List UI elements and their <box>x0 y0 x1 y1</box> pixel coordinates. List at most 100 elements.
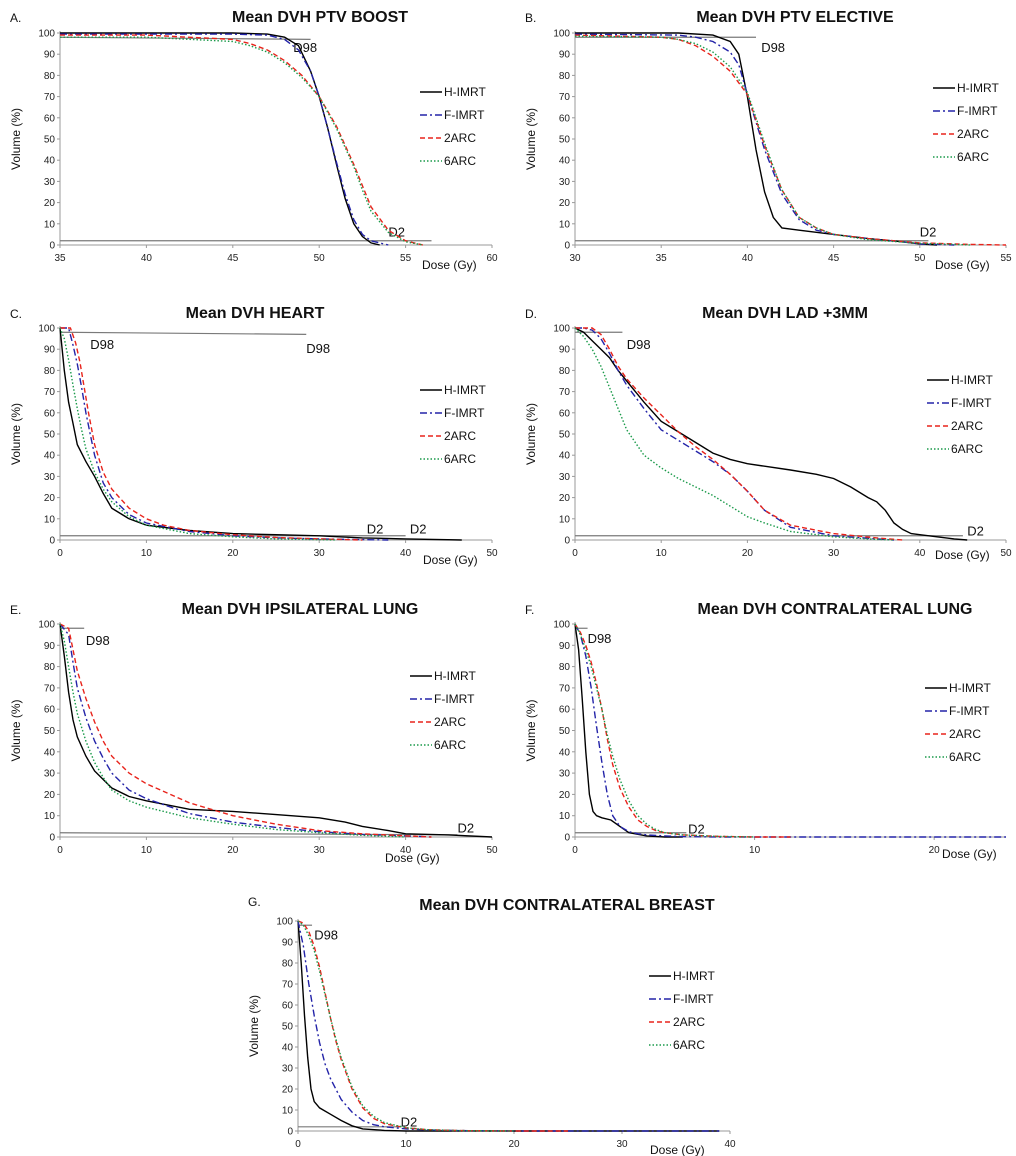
y-tick-label: 100 <box>553 620 570 631</box>
legend-label-2arc: 2ARC <box>673 1015 705 1029</box>
x-tick-label: 30 <box>314 548 326 559</box>
y-tick-label: 0 <box>49 241 55 252</box>
chart-panel-f: F. Mean DVH CONTRALATERAL LUNG 0 10 20 30 40 50… <box>524 601 1006 861</box>
y-tick-label: 70 <box>44 92 56 103</box>
legend-label-f-imrt: F-IMRT <box>673 992 714 1006</box>
x-tick-label: 50 <box>486 548 498 559</box>
chart-title: Mean DVH IPSILATERAL LUNG <box>182 601 419 618</box>
series-line-6arc <box>574 35 972 246</box>
panel-label: B. <box>525 11 536 25</box>
series-line-6arc <box>59 623 406 838</box>
legend-label-f-imrt: F-IMRT <box>949 704 990 718</box>
dvh-panels: A. Mean DVH PTV BOOST 0 10 20 30 40 50 60 70 80 90 1… <box>9 9 1012 1156</box>
series-line-2arc <box>574 623 791 838</box>
y-tick-label: 0 <box>564 536 570 547</box>
x-tick-label: 55 <box>400 253 412 264</box>
legend-label-h-imrt: H-IMRT <box>444 383 486 397</box>
legend-label-f-imrt: F-IMRT <box>444 108 485 122</box>
x-tick-label: 40 <box>724 1139 736 1150</box>
chart-title: Mean DVH CONTRALATERAL LUNG <box>698 601 973 618</box>
annotation-d98: D98 <box>293 40 317 55</box>
y-tick-label: 80 <box>282 959 294 970</box>
panel-label: E. <box>10 603 21 617</box>
legend-label-2arc: 2ARC <box>444 429 476 443</box>
legend-label-h-imrt: H-IMRT <box>673 969 715 983</box>
x-tick-label: 10 <box>656 548 668 559</box>
y-tick-label: 20 <box>282 1085 294 1096</box>
legend-label-f-imrt: F-IMRT <box>434 692 475 706</box>
legend-label-h-imrt: H-IMRT <box>949 681 991 695</box>
y-tick-label: 70 <box>282 980 294 991</box>
x-tick-label: 10 <box>141 845 153 856</box>
y-tick-label: 50 <box>44 430 56 441</box>
series-line-2arc <box>297 920 568 1132</box>
y-tick-label: 80 <box>559 71 571 82</box>
y-tick-label: 100 <box>38 324 55 335</box>
series-line-h-imrt <box>60 32 380 246</box>
legend-label-2arc: 2ARC <box>949 727 981 741</box>
y-axis-title: Volume (%) <box>9 699 23 761</box>
series-line-2arc <box>574 34 1007 246</box>
y-tick-label: 20 <box>44 198 56 209</box>
annotation-d2: D2 <box>388 224 405 239</box>
y-tick-label: 20 <box>44 493 56 504</box>
series-line-f-imrt <box>297 920 720 1132</box>
y-tick-label: 10 <box>282 1106 294 1117</box>
annotation-d98: D98 <box>627 337 651 352</box>
y-axis-title: Volume (%) <box>524 108 538 170</box>
legend-label-f-imrt: F-IMRT <box>444 406 485 420</box>
series-line-h-imrt <box>574 327 968 541</box>
legend-label-2arc: 2ARC <box>444 131 476 145</box>
y-tick-label: 20 <box>559 790 571 801</box>
chart-title: Mean DVH HEART <box>186 305 325 322</box>
legend-label-h-imrt: H-IMRT <box>444 85 486 99</box>
series-line-2arc <box>575 327 903 541</box>
legend-label-2arc: 2ARC <box>951 419 983 433</box>
x-tick-label: 0 <box>572 548 578 559</box>
legend-label-6arc: 6ARC <box>444 452 476 466</box>
y-tick-label: 100 <box>553 29 570 40</box>
y-tick-label: 10 <box>559 514 571 525</box>
x-tick-label: 20 <box>227 845 239 856</box>
y-tick-label: 0 <box>287 1127 293 1138</box>
x-tick-label: 35 <box>656 253 668 264</box>
x-axis-title: Dose (Gy) <box>422 258 477 272</box>
y-tick-label: 10 <box>44 811 56 822</box>
legend-label-2arc: 2ARC <box>957 127 989 141</box>
y-tick-label: 70 <box>559 683 571 694</box>
y-tick-label: 50 <box>44 726 56 737</box>
series-line-h-imrt <box>59 623 493 838</box>
y-tick-label: 80 <box>44 662 56 673</box>
chart-panel-c: C. Mean DVH HEART 0 10 20 30 40 50 60 70 80 90 100 0 1… <box>9 305 498 567</box>
y-tick-label: 100 <box>276 917 293 928</box>
series-line-6arc <box>60 36 424 246</box>
y-tick-label: 60 <box>44 705 56 716</box>
y-tick-label: 80 <box>559 662 571 673</box>
x-tick-label: 35 <box>54 253 66 264</box>
x-tick-label: 50 <box>1000 548 1012 559</box>
legend-label-6arc: 6ARC <box>673 1038 705 1052</box>
y-tick-label: 80 <box>44 71 56 82</box>
legend-label-2arc: 2ARC <box>434 715 466 729</box>
y-tick-label: 90 <box>44 641 56 652</box>
y-tick-label: 70 <box>559 92 571 103</box>
x-tick-label: 0 <box>572 845 578 856</box>
y-tick-label: 40 <box>559 747 571 758</box>
legend-label-h-imrt: H-IMRT <box>951 373 993 387</box>
x-tick-label: 30 <box>616 1139 628 1150</box>
legend-label-6arc: 6ARC <box>951 442 983 456</box>
y-axis-title: Volume (%) <box>9 403 23 465</box>
y-tick-label: 10 <box>44 219 56 230</box>
y-tick-label: 80 <box>559 366 571 377</box>
x-tick-label: 30 <box>314 845 326 856</box>
y-tick-label: 90 <box>559 345 571 356</box>
chart-panel-g: G. Mean DVH CONTRALATERAL BREAST 0 10 20 30 40… <box>247 895 736 1156</box>
panel-label: D. <box>525 307 537 321</box>
y-tick-label: 90 <box>559 50 571 61</box>
y-tick-label: 90 <box>559 641 571 652</box>
y-tick-label: 40 <box>44 156 56 167</box>
series-line-2arc <box>59 623 432 838</box>
x-tick-label: 20 <box>227 548 239 559</box>
x-axis-title: Dose (Gy) <box>385 851 440 865</box>
series-line-2arc <box>60 327 363 541</box>
